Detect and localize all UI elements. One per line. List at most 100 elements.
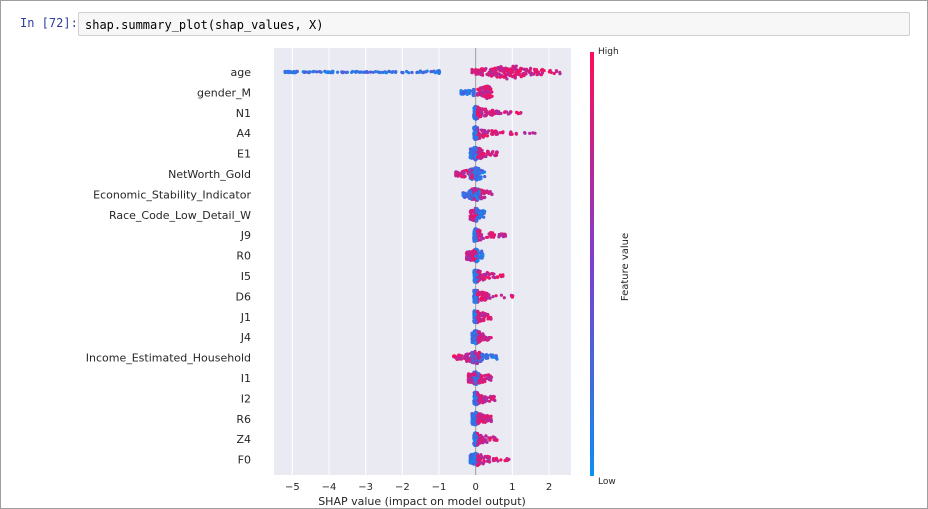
feature-label: J4 xyxy=(240,331,251,344)
shap-point xyxy=(473,166,477,170)
shap-point xyxy=(470,350,474,355)
shap-point xyxy=(492,235,496,239)
shap-point xyxy=(475,155,480,159)
shap-point xyxy=(472,93,476,98)
x-axis-label: SHAP value (impact on model output) xyxy=(318,495,526,508)
shap-point xyxy=(350,70,354,74)
shap-point xyxy=(472,400,476,404)
feature-label: E1 xyxy=(237,148,251,161)
shap-point xyxy=(476,392,480,396)
shap-point xyxy=(473,371,477,375)
shap-point xyxy=(472,319,476,323)
shap-point xyxy=(474,128,478,132)
feature-row-points xyxy=(470,329,493,346)
shap-point xyxy=(487,460,492,464)
shap-point xyxy=(483,175,487,179)
shap-point xyxy=(492,438,496,442)
shap-point xyxy=(537,72,541,76)
shap-point xyxy=(480,156,484,160)
shap-point xyxy=(474,377,478,382)
shap-point xyxy=(487,73,491,77)
feature-row-points xyxy=(468,451,511,467)
shap-point xyxy=(506,71,511,75)
shap-point xyxy=(471,156,475,160)
points-layer xyxy=(283,64,562,467)
shap-point xyxy=(465,255,469,260)
shap-point xyxy=(497,66,501,70)
shap-point xyxy=(494,151,498,155)
shap-point xyxy=(465,250,469,254)
shap-point xyxy=(400,70,404,74)
shap-point xyxy=(480,277,484,281)
shap-point xyxy=(481,441,485,445)
shap-point xyxy=(495,357,499,361)
shap-point xyxy=(468,461,473,465)
shap-point xyxy=(490,132,494,136)
shap-point xyxy=(470,418,474,422)
shap-point xyxy=(465,92,469,96)
shap-point xyxy=(484,438,488,442)
shap-point xyxy=(486,296,490,300)
shap-point xyxy=(475,92,480,96)
shap-point xyxy=(471,217,475,221)
shap-point xyxy=(483,377,487,381)
shap-point xyxy=(472,88,476,92)
shap-point xyxy=(503,73,508,77)
shap-point xyxy=(489,336,493,340)
shap-point xyxy=(376,70,380,74)
shap-point xyxy=(501,131,505,135)
shap-point xyxy=(491,396,495,400)
shap-point xyxy=(514,64,518,68)
shap-point xyxy=(491,73,496,77)
shap-point xyxy=(489,436,493,440)
shap-point xyxy=(476,330,480,334)
feature-row-points xyxy=(468,206,487,223)
shap-point xyxy=(503,459,507,463)
shap-point xyxy=(528,71,533,75)
shap-point xyxy=(452,354,456,358)
shap-point xyxy=(486,93,490,97)
shap-point xyxy=(473,268,477,272)
shap-point xyxy=(478,440,482,444)
shap-point xyxy=(493,66,497,70)
shap-point xyxy=(474,411,478,415)
shap-point xyxy=(475,402,479,406)
shap-point xyxy=(327,70,331,74)
shap-point xyxy=(479,111,483,115)
shap-point xyxy=(503,110,507,114)
shap-point xyxy=(483,195,487,199)
feature-row-points xyxy=(472,288,515,304)
shap-point xyxy=(482,459,486,463)
shap-point xyxy=(479,235,484,239)
shap-point xyxy=(476,418,480,422)
code-cell-input[interactable]: shap.summary_plot(shap_values, X) xyxy=(78,12,910,36)
feature-row-points xyxy=(472,309,493,325)
shap-point xyxy=(501,74,505,79)
shap-point xyxy=(473,150,477,154)
shap-point xyxy=(499,111,503,115)
shap-point xyxy=(479,211,483,215)
shap-point xyxy=(484,434,488,438)
shap-point xyxy=(505,77,509,81)
shap-point xyxy=(292,71,296,75)
shap-point xyxy=(475,113,480,117)
shap-point xyxy=(473,295,477,299)
shap-point xyxy=(311,70,315,74)
shap-point xyxy=(506,112,510,116)
feature-label: J1 xyxy=(240,311,251,324)
shap-point xyxy=(405,69,409,74)
shap-point xyxy=(473,331,477,335)
shap-point xyxy=(477,166,481,171)
shap-point xyxy=(476,381,481,385)
shap-point xyxy=(470,339,474,343)
shap-point xyxy=(476,259,480,263)
shap-point xyxy=(303,70,308,74)
shap-point xyxy=(485,134,489,138)
shap-point xyxy=(384,71,388,75)
shap-point xyxy=(469,456,474,460)
shap-point xyxy=(480,86,484,90)
shap-point xyxy=(474,320,478,324)
feature-row-points xyxy=(459,84,494,101)
shap-point xyxy=(518,69,522,73)
shap-point xyxy=(325,70,329,74)
